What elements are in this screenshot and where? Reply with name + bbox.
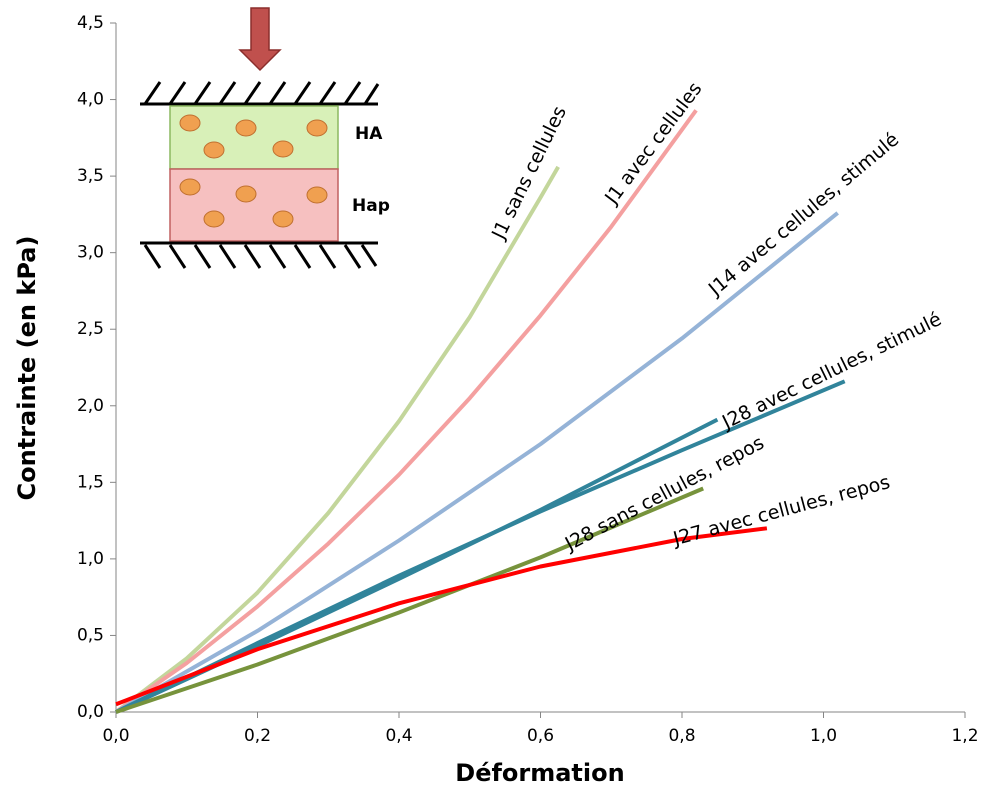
x-tick-label: 0,6: [527, 726, 554, 746]
x-tick-label: 0,0: [102, 726, 129, 746]
y-tick-label: 1,0: [77, 549, 104, 569]
top-hatch: [143, 81, 380, 105]
series-line: [115, 486, 704, 714]
y-axis-title: Contrainte (en kPa): [13, 236, 41, 501]
y-tick-label: 2,0: [77, 396, 104, 416]
y-tick-label: 0,0: [77, 702, 104, 722]
series-label: J14 avec cellules, stimulé: [704, 128, 903, 300]
inset-label: HA: [355, 124, 383, 144]
series-line: [114, 109, 698, 714]
x-tick-label: 0,4: [385, 726, 412, 746]
series-line: [114, 165, 560, 714]
y-tick-label: 3,0: [77, 243, 104, 263]
y-tick-label: 1,5: [77, 472, 104, 492]
x-tick-label: 0,2: [244, 726, 271, 746]
ha-layer: [169, 105, 339, 170]
series-label: J1 sans cellules: [487, 103, 571, 244]
series-label: J1 avec cellules: [600, 78, 706, 209]
y-tick-label: 4,0: [77, 90, 104, 110]
cells: [179, 114, 328, 228]
series-line: [115, 526, 768, 707]
y-tick-label: 4,5: [77, 13, 104, 33]
x-tick-label: 1,2: [951, 726, 978, 746]
y-tick-label: 2,5: [77, 319, 104, 339]
series-label: J28 sans cellules, repos: [561, 432, 768, 556]
load-arrow: [238, 7, 282, 72]
x-tick-label: 0,8: [668, 726, 695, 746]
hap-layer: [169, 168, 339, 242]
inset-label: Hap: [352, 196, 390, 216]
bottom-hatch: [143, 244, 378, 269]
y-tick-label: 0,5: [77, 625, 104, 645]
y-tick-label: 3,5: [77, 166, 104, 186]
series-line: [115, 211, 839, 714]
inset-diagram: HA Hap: [140, 7, 390, 269]
series-label: J28 avec cellules, stimulé: [718, 308, 945, 434]
x-tick-label: 1,0: [810, 726, 837, 746]
x-axis-title: Déformation: [455, 759, 624, 787]
